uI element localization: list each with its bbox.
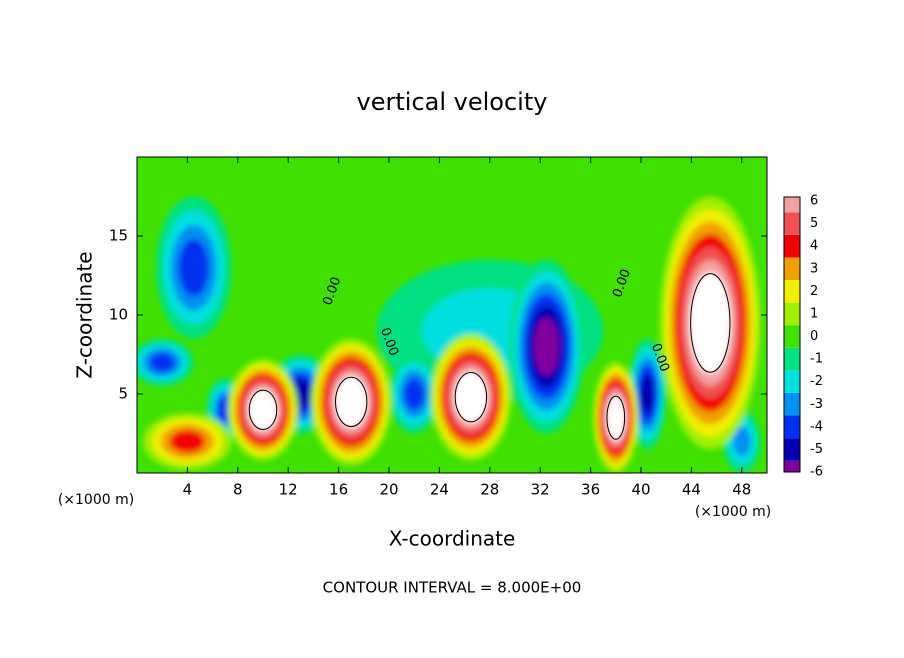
colorbar-swatch xyxy=(784,302,800,326)
y-tick-label: 10 xyxy=(109,306,128,324)
x-tick-label: 40 xyxy=(631,481,650,499)
colorbar-label: 2 xyxy=(810,284,818,299)
x-axis-label: X-coordinate xyxy=(389,527,516,551)
x-unit: (×1000 m) xyxy=(58,492,134,508)
colorbar-swatch xyxy=(784,280,800,303)
colorbar-swatch xyxy=(784,212,800,235)
colorbar-label: 1 xyxy=(810,306,818,321)
x-tick-label: 24 xyxy=(430,481,449,499)
colorbar-swatch xyxy=(784,197,800,213)
field-blob xyxy=(178,239,209,297)
x-tick-label: 32 xyxy=(531,481,550,499)
contour-line xyxy=(334,376,368,428)
colorbar-label: -5 xyxy=(810,442,823,457)
contour-line xyxy=(690,273,731,373)
colorbar-label: 0 xyxy=(810,329,818,344)
contour-line xyxy=(248,389,278,431)
y-tick-label: 15 xyxy=(109,227,128,245)
x-tick-label: 16 xyxy=(329,481,348,499)
chart-title: vertical velocity xyxy=(357,88,548,116)
x-tick-label: 44 xyxy=(682,481,701,499)
colorbar-label: -3 xyxy=(810,397,823,412)
x-tick-label: 48 xyxy=(732,481,751,499)
colorbar-label: 5 xyxy=(810,216,818,231)
colorbar-swatch xyxy=(784,460,800,472)
x-unit: (×1000 m) xyxy=(695,504,771,520)
field-blob xyxy=(533,317,560,376)
field-blob xyxy=(169,430,206,453)
colorbar-label: -1 xyxy=(810,352,823,367)
x-tick-label: 4 xyxy=(183,481,193,499)
colorbar-swatch xyxy=(784,234,800,258)
y-tick-label: 5 xyxy=(118,385,128,403)
field-blob xyxy=(149,352,175,372)
colorbar-label: 6 xyxy=(810,194,818,209)
field-blob xyxy=(695,284,726,361)
colorbar-label: 4 xyxy=(810,239,818,254)
colorbar-label: -2 xyxy=(810,374,823,389)
x-tick-label: 28 xyxy=(480,481,499,499)
colorbar-label: -6 xyxy=(810,465,823,480)
x-tick-label: 36 xyxy=(581,481,600,499)
field-blob xyxy=(608,401,623,435)
field-layer xyxy=(137,196,761,473)
x-tick-label: 20 xyxy=(379,481,398,499)
x-tick-label: 8 xyxy=(233,481,243,499)
field-blob xyxy=(339,382,364,421)
x-tick-label: 12 xyxy=(279,481,298,499)
field: 0.000.000.000.00 xyxy=(137,157,767,473)
colorbar-frame xyxy=(783,196,801,473)
colorbar-swatch xyxy=(784,257,800,281)
field-blob xyxy=(458,378,483,417)
colorbar-swatch xyxy=(784,392,800,416)
field-blob xyxy=(252,394,274,425)
field-blob xyxy=(732,426,751,457)
colorbar-label: 3 xyxy=(810,261,818,276)
colorbar-swatch xyxy=(784,347,800,371)
colorbar-label: -4 xyxy=(810,419,823,434)
field-blob xyxy=(404,378,425,410)
contour-line xyxy=(454,372,488,423)
footnote: CONTOUR INTERVAL = 8.000E+00 xyxy=(323,579,582,597)
contour-line xyxy=(606,395,626,440)
colorbar-swatch xyxy=(784,370,800,393)
colorbar-swatch xyxy=(784,325,800,348)
field-blob xyxy=(640,374,655,414)
colorbar-swatch xyxy=(784,415,800,439)
y-axis-label: Z-coordinate xyxy=(73,251,97,378)
colorbar-swatch xyxy=(784,438,800,461)
